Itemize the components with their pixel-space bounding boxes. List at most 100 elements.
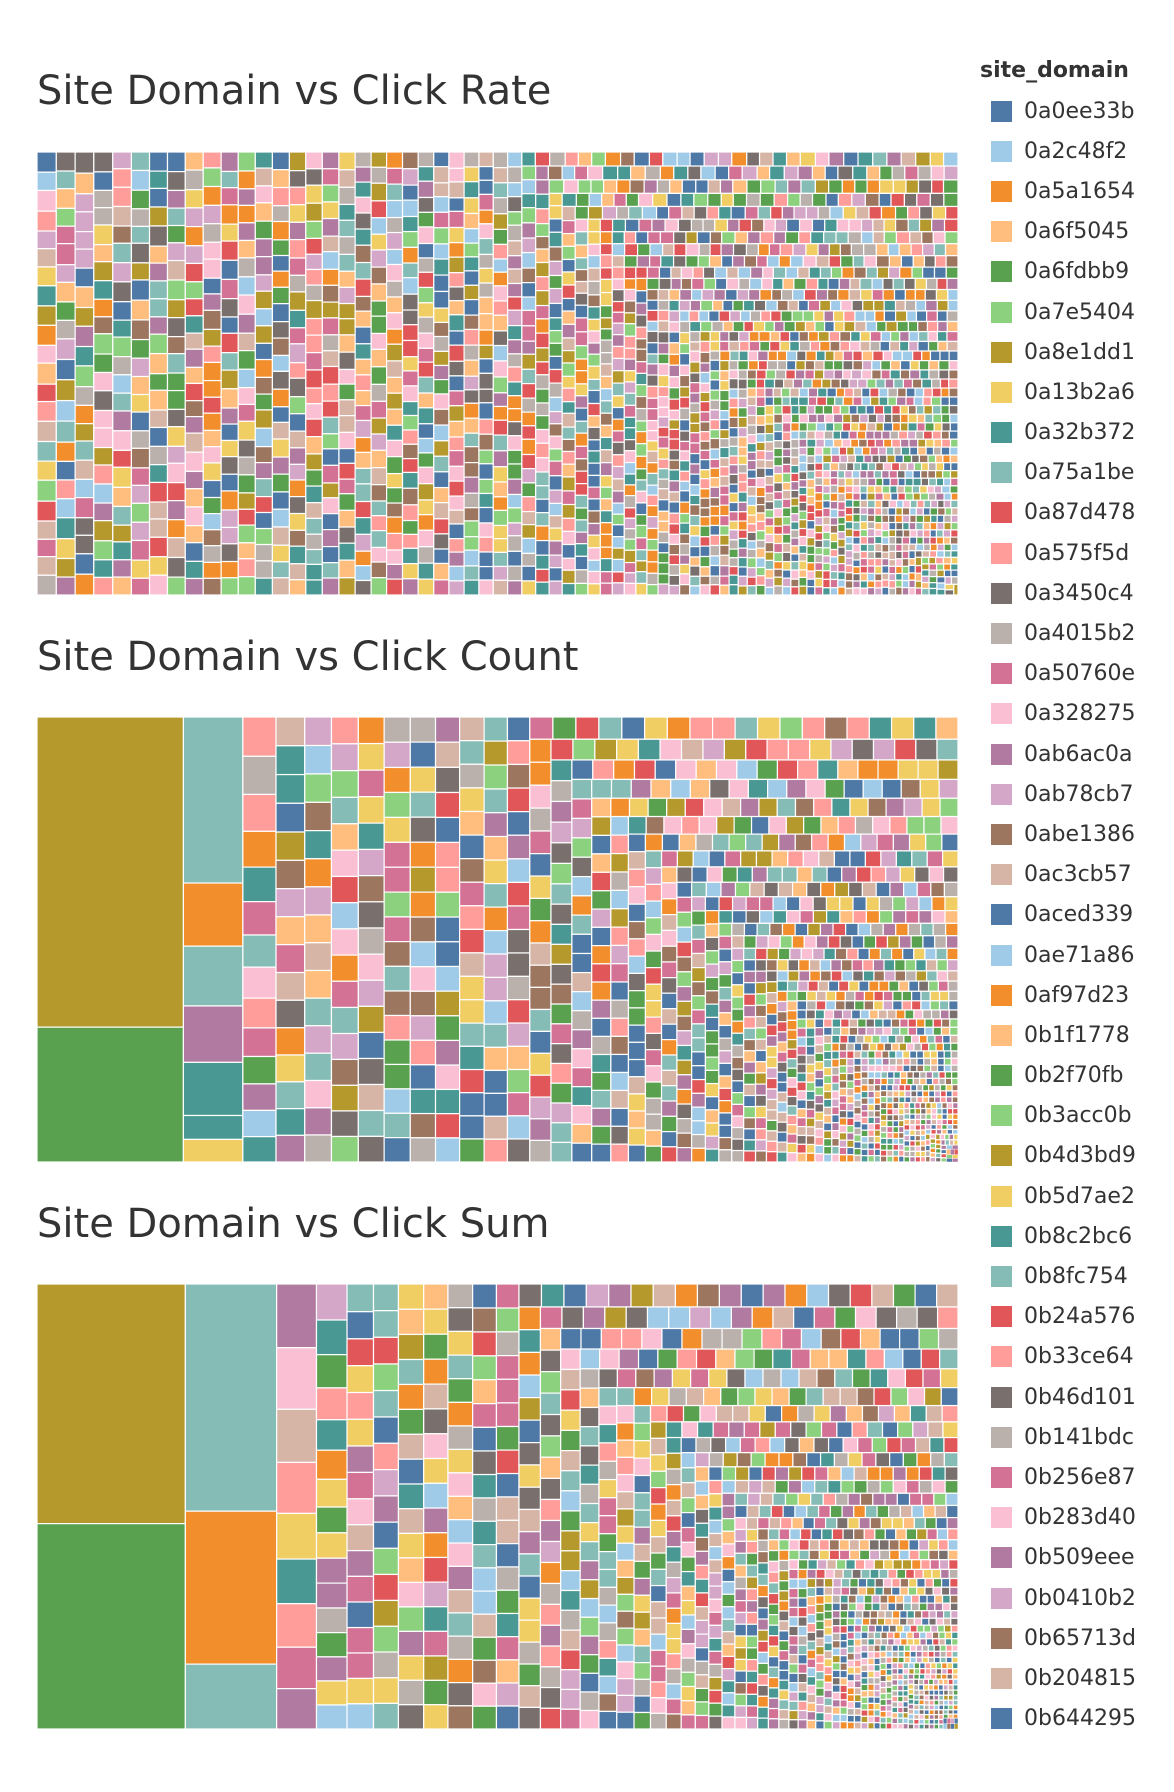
treemap-cell[interactable]	[872, 218, 885, 233]
treemap-cell[interactable]	[786, 1124, 798, 1135]
treemap-cell[interactable]	[635, 314, 648, 328]
treemap-cell[interactable]	[899, 422, 909, 432]
treemap-cell[interactable]	[728, 584, 739, 595]
treemap-cell[interactable]	[918, 454, 929, 464]
treemap-cell[interactable]	[846, 1154, 855, 1162]
treemap-cell[interactable]	[550, 1102, 573, 1124]
treemap-cell[interactable]	[55, 420, 76, 443]
treemap-cell[interactable]	[858, 980, 870, 992]
treemap-cell[interactable]	[936, 1113, 943, 1121]
treemap-cell[interactable]	[852, 896, 867, 912]
treemap-cell[interactable]	[354, 483, 372, 503]
treemap-cell[interactable]	[861, 350, 874, 362]
treemap-cell[interactable]	[338, 253, 356, 272]
treemap-cell[interactable]	[401, 339, 419, 358]
treemap-cell[interactable]	[877, 446, 887, 456]
treemap-cell[interactable]	[937, 1549, 949, 1561]
treemap-cell[interactable]	[271, 491, 291, 510]
treemap-cell[interactable]	[610, 1125, 630, 1145]
treemap-cell[interactable]	[823, 947, 837, 961]
treemap-cell[interactable]	[719, 389, 730, 402]
treemap-cell[interactable]	[838, 1549, 851, 1561]
treemap-cell[interactable]	[649, 1519, 667, 1538]
treemap-cell[interactable]	[535, 208, 550, 225]
treemap-cell[interactable]	[754, 1015, 768, 1029]
treemap-cell[interactable]	[852, 580, 861, 589]
treemap-cell[interactable]	[728, 501, 739, 513]
treemap-cell[interactable]	[853, 266, 867, 280]
treemap-cell[interactable]	[823, 1082, 833, 1093]
treemap-cell[interactable]	[386, 392, 404, 410]
treemap-cell[interactable]	[759, 288, 773, 302]
treemap-cell[interactable]	[865, 910, 881, 924]
treemap-cell[interactable]	[826, 387, 838, 398]
treemap-cell[interactable]	[785, 910, 801, 924]
treemap-cell[interactable]	[699, 401, 711, 413]
treemap-cell[interactable]	[781, 205, 795, 220]
treemap-cell[interactable]	[797, 980, 809, 992]
treemap-cell[interactable]	[697, 255, 711, 268]
treemap-cell[interactable]	[776, 1071, 788, 1083]
treemap-cell[interactable]	[459, 1045, 485, 1071]
treemap-cell[interactable]	[929, 536, 938, 545]
treemap-cell[interactable]	[346, 1338, 375, 1367]
treemap-cell[interactable]	[74, 231, 95, 250]
treemap-cell[interactable]	[825, 396, 836, 407]
treemap-cell[interactable]	[694, 1647, 710, 1662]
treemap-cell[interactable]	[846, 1042, 855, 1052]
treemap-cell[interactable]	[923, 815, 942, 835]
treemap-cell[interactable]	[798, 1549, 810, 1561]
treemap-cell[interactable]	[810, 1528, 823, 1541]
treemap-cell[interactable]	[901, 514, 911, 524]
treemap-cell[interactable]	[934, 1139, 942, 1145]
treemap-cell[interactable]	[910, 454, 920, 464]
treemap-cell[interactable]	[202, 293, 222, 311]
treemap-cell[interactable]	[492, 509, 509, 527]
treemap-cell[interactable]	[695, 833, 714, 852]
treemap-cell[interactable]	[709, 544, 721, 557]
treemap-cell[interactable]	[587, 450, 601, 464]
treemap-cell[interactable]	[492, 213, 509, 231]
treemap-cell[interactable]	[694, 1687, 710, 1703]
treemap-cell[interactable]	[840, 1327, 862, 1350]
treemap-cell[interactable]	[816, 1368, 836, 1389]
treemap-cell[interactable]	[941, 1124, 948, 1131]
treemap-cell[interactable]	[681, 205, 695, 220]
treemap-cell[interactable]	[540, 1284, 565, 1308]
treemap-cell[interactable]	[871, 360, 882, 371]
treemap-cell[interactable]	[646, 527, 659, 541]
treemap-cell[interactable]	[611, 382, 625, 397]
treemap-cell[interactable]	[288, 430, 307, 449]
treemap-cell[interactable]	[827, 1466, 842, 1482]
treemap-cell[interactable]	[579, 1348, 601, 1370]
treemap-cell[interactable]	[254, 376, 274, 395]
treemap-cell[interactable]	[949, 1034, 958, 1044]
treemap-cell[interactable]	[914, 587, 923, 595]
treemap-cell[interactable]	[939, 1090, 947, 1098]
treemap-cell[interactable]	[767, 350, 779, 362]
treemap-cell[interactable]	[776, 1101, 788, 1113]
treemap-cell[interactable]	[561, 557, 576, 571]
treemap-cell[interactable]	[873, 1084, 882, 1092]
treemap-cell[interactable]	[829, 587, 839, 595]
treemap-cell[interactable]	[904, 299, 917, 312]
treemap-cell[interactable]	[945, 266, 958, 280]
treemap-cell[interactable]	[823, 1122, 833, 1132]
treemap-cell[interactable]	[789, 1528, 802, 1541]
treemap-cell[interactable]	[483, 953, 509, 979]
treemap-cell[interactable]	[357, 1083, 385, 1112]
treemap-cell[interactable]	[822, 562, 831, 572]
treemap-cell[interactable]	[797, 1719, 808, 1729]
treemap-cell[interactable]	[867, 1116, 876, 1125]
treemap-cell[interactable]	[829, 500, 839, 510]
treemap-cell[interactable]	[721, 1505, 736, 1520]
treemap-cell[interactable]	[401, 504, 419, 522]
treemap-cell[interactable]	[623, 416, 637, 429]
treemap-cell[interactable]	[874, 1577, 885, 1588]
treemap-cell[interactable]	[448, 167, 465, 183]
treemap-cell[interactable]	[782, 277, 795, 291]
treemap-cell[interactable]	[372, 1573, 400, 1602]
treemap-cell[interactable]	[644, 1065, 663, 1083]
treemap-cell[interactable]	[736, 1452, 752, 1468]
treemap-cell[interactable]	[459, 763, 485, 789]
